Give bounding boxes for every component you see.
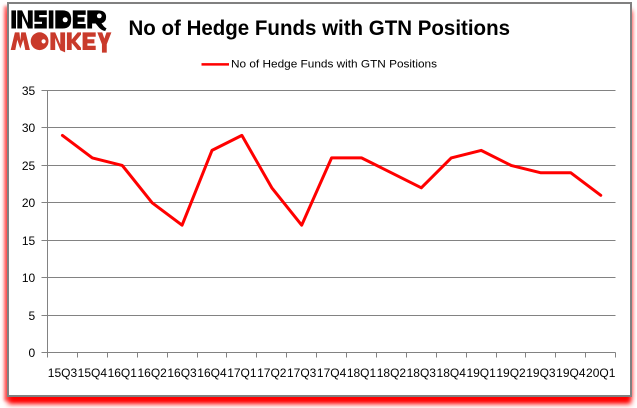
svg-text:17Q1: 17Q1: [227, 366, 257, 380]
svg-text:18Q1: 18Q1: [347, 366, 377, 380]
svg-text:15Q3: 15Q3: [48, 366, 78, 380]
svg-text:16Q3: 16Q3: [167, 366, 197, 380]
svg-text:15Q4: 15Q4: [78, 366, 108, 380]
svg-text:5: 5: [29, 309, 36, 323]
svg-text:17Q4: 17Q4: [317, 366, 347, 380]
svg-text:20Q1: 20Q1: [586, 366, 616, 380]
svg-text:16Q2: 16Q2: [137, 366, 167, 380]
svg-text:20: 20: [22, 196, 36, 210]
svg-text:35: 35: [22, 84, 36, 98]
svg-text:19Q4: 19Q4: [556, 366, 586, 380]
svg-text:25: 25: [22, 159, 36, 173]
svg-text:18Q4: 18Q4: [437, 366, 467, 380]
svg-text:17Q2: 17Q2: [257, 366, 287, 380]
svg-text:30: 30: [22, 121, 36, 135]
svg-text:No of Hedge Funds with GTN Pos: No of Hedge Funds with GTN Positions: [231, 58, 438, 70]
svg-text:17Q3: 17Q3: [287, 366, 317, 380]
svg-text:No of Hedge Funds with GTN Pos: No of Hedge Funds with GTN Positions: [129, 17, 511, 40]
svg-text:18Q3: 18Q3: [407, 366, 437, 380]
svg-text:18Q2: 18Q2: [377, 366, 407, 380]
svg-text:0: 0: [29, 346, 36, 360]
svg-text:10: 10: [22, 271, 36, 285]
svg-text:16Q1: 16Q1: [108, 366, 138, 380]
svg-text:16Q4: 16Q4: [197, 366, 227, 380]
svg-text:15: 15: [22, 234, 36, 248]
svg-text:19Q3: 19Q3: [526, 366, 556, 380]
svg-text:19Q1: 19Q1: [466, 366, 496, 380]
svg-text:19Q2: 19Q2: [496, 366, 526, 380]
